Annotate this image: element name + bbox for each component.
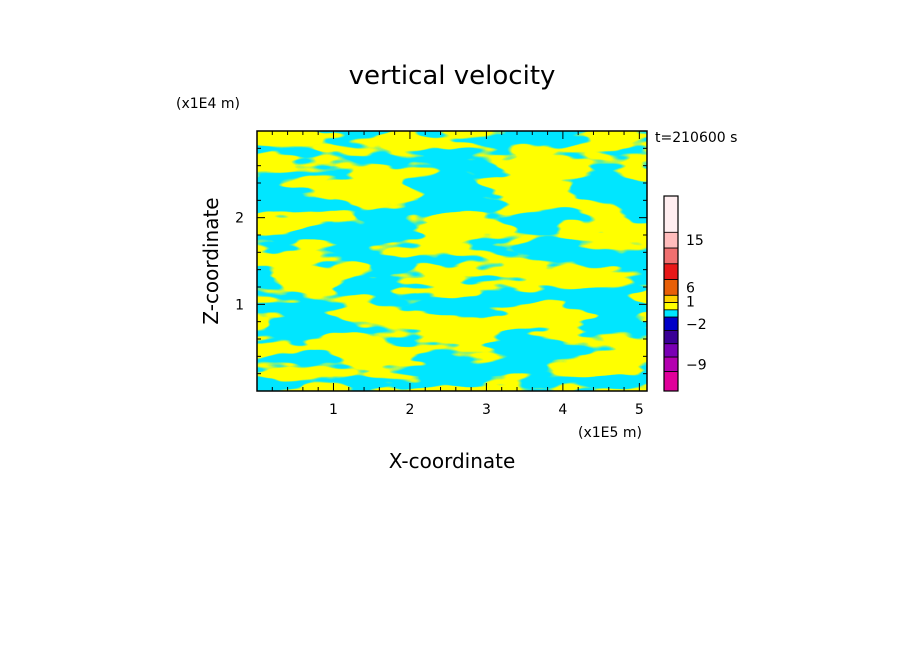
colorbar-swatch <box>663 343 679 358</box>
x-axis-ticks: 1 2 3 4 5 <box>271 131 644 418</box>
colorbar-swatch <box>663 195 679 233</box>
colorbar-tick-label: −2 <box>686 317 707 333</box>
colorbar-swatch <box>663 231 679 249</box>
x-axis-multiplier: (x1E5 m) <box>578 425 642 441</box>
colorbar-swatch <box>663 309 679 318</box>
x-tick-label: 2 <box>405 402 414 418</box>
y-tick-label: 1 <box>235 297 244 313</box>
colorbar-swatch <box>663 356 679 373</box>
x-tick-label: 1 <box>329 402 338 418</box>
x-tick-label: 3 <box>482 402 491 418</box>
colorbar-swatch <box>663 247 679 265</box>
colorbar-swatch <box>663 371 679 392</box>
y-axis-label: Z-coordinate <box>199 197 223 324</box>
plot-frame <box>256 130 648 392</box>
colorbar-swatch <box>663 316 679 331</box>
y-axis-ticks: 12 <box>235 147 647 375</box>
chart-title: vertical velocity <box>349 61 556 91</box>
colorbar-tick-label: −9 <box>686 357 707 373</box>
colorbar-swatch <box>663 294 679 303</box>
colorbar: 15 61 −2 −9 <box>663 195 707 392</box>
colorbar-tick-label: 6 <box>686 280 695 296</box>
colorbar-swatch <box>663 330 679 345</box>
x-tick-label: 4 <box>558 402 567 418</box>
colorbar-swatch <box>663 279 679 296</box>
colorbar-tick-label: 15 <box>686 233 704 249</box>
positive-region <box>257 131 647 391</box>
x-axis-label: X-coordinate <box>389 449 516 473</box>
x-tick-label: 5 <box>635 402 644 418</box>
y-axis-multiplier: (x1E4 m) <box>176 96 240 112</box>
y-tick-label: 2 <box>235 211 244 227</box>
colorbar-frame <box>663 195 679 392</box>
velocity-field <box>257 131 647 391</box>
colorbar-swatch <box>663 302 679 311</box>
colorbar-tick-label: 1 <box>686 295 695 311</box>
colorbar-swatch <box>663 263 679 280</box>
time-label: t=210600 s <box>655 130 737 146</box>
